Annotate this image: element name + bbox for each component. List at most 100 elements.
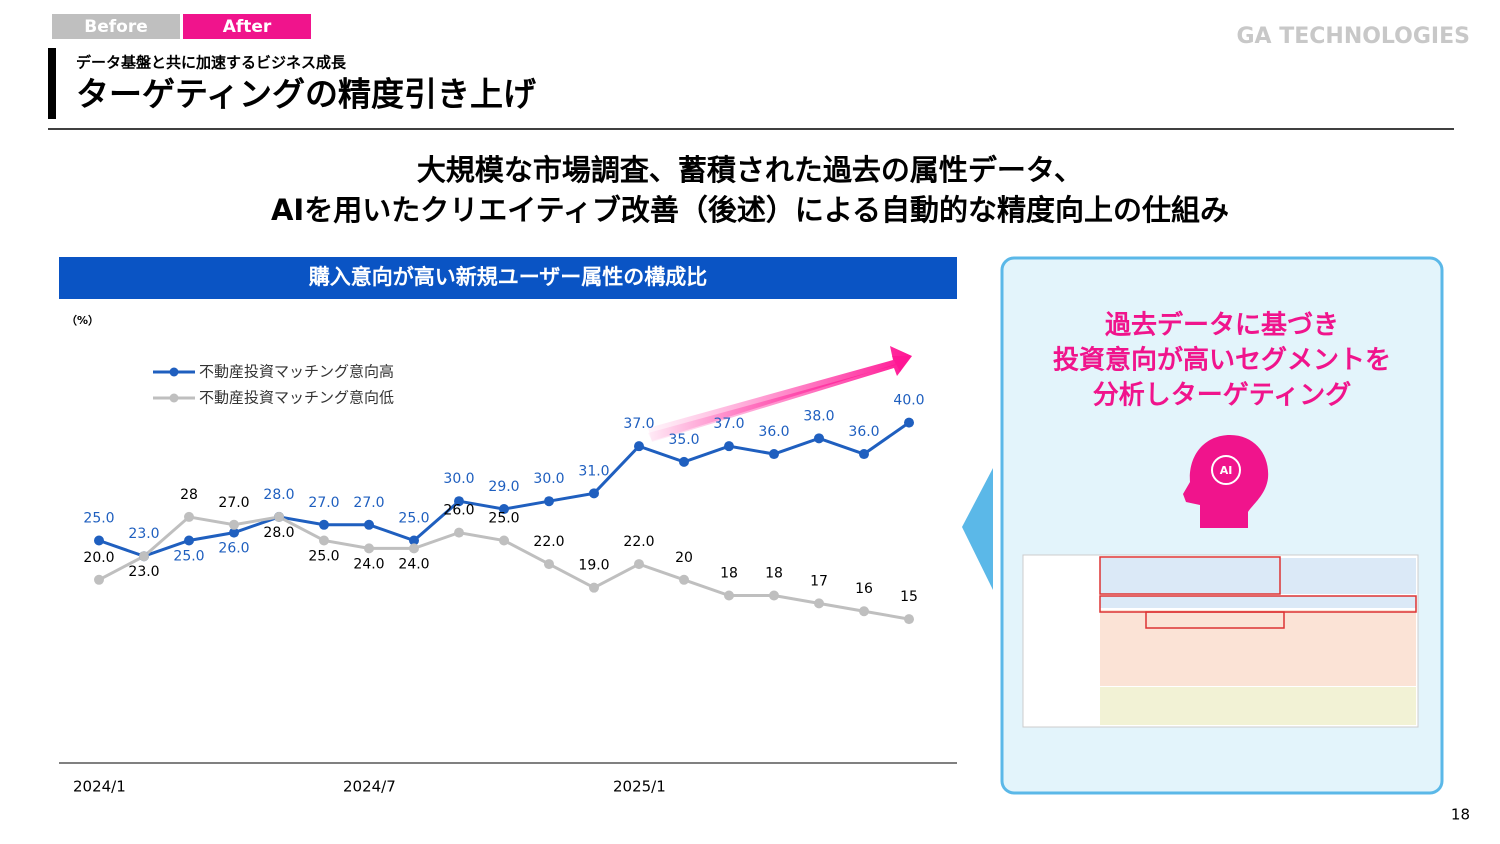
y-axis-label: （%） [66, 314, 99, 327]
page-number: 18 [1451, 806, 1470, 824]
data-label: 28 [180, 487, 198, 503]
point [679, 456, 689, 467]
point [229, 527, 239, 538]
tab-label[interactable]: After [223, 17, 272, 37]
data-label: 18 [720, 566, 738, 582]
data-label: 19.0 [578, 558, 609, 574]
point [544, 496, 554, 507]
point [364, 543, 374, 554]
data-label: 25.0 [398, 511, 429, 527]
point [409, 535, 419, 546]
thumbnail-content [1099, 556, 1417, 725]
chart-title: 購入意向が高い新規ユーザー属性の構成比 [308, 265, 708, 289]
point [544, 559, 554, 570]
series-line [98, 515, 910, 621]
data-label: 30.0 [533, 471, 564, 487]
tab-before[interactable] [52, 14, 180, 39]
data-label: 25.0 [488, 511, 519, 527]
data-label: 37.0 [623, 416, 654, 432]
point [634, 559, 644, 570]
data-label: 30.0 [443, 471, 474, 487]
point [319, 535, 329, 546]
point [94, 574, 104, 585]
data-label: 26.0 [443, 503, 474, 519]
point [859, 606, 869, 617]
point [679, 574, 689, 585]
point [139, 551, 149, 562]
point [184, 511, 194, 522]
point [904, 417, 914, 428]
data-label: 24.0 [398, 556, 429, 572]
point [499, 504, 509, 515]
data-label: 28.0 [263, 487, 294, 503]
data-label: 28.0 [263, 525, 294, 541]
panel-text: 投資意向が高いセグメントを [1053, 345, 1391, 376]
data-label: 29.0 [488, 479, 519, 495]
legend-label: 不動産投資マッチング意向高 [199, 363, 394, 381]
data-label: 20 [675, 550, 693, 566]
data-label: 23.0 [128, 564, 159, 580]
point [724, 441, 734, 452]
data-label: 27.0 [353, 495, 384, 511]
tab-after[interactable] [183, 14, 311, 39]
data-label: 24.0 [353, 556, 384, 572]
data-label: 20.0 [83, 550, 114, 566]
point [184, 535, 194, 546]
subtitle: データ基盤と共に加速するビジネス成長 [76, 54, 347, 72]
point [274, 511, 284, 522]
data-label: 37.0 [713, 416, 744, 432]
legend-marker [169, 367, 179, 377]
data-label: 36.0 [848, 424, 879, 440]
ai-head-icon [1183, 435, 1269, 528]
data-label: 25.0 [83, 511, 114, 527]
pointer [962, 468, 993, 590]
trend-arrow [648, 346, 912, 442]
data-label: 38.0 [803, 408, 834, 424]
point [589, 582, 599, 593]
panel-text: 過去データに基づき [1105, 310, 1339, 341]
point [94, 535, 104, 546]
x-tick-label: 2024/7 [343, 778, 396, 796]
data-label: 18 [765, 566, 783, 582]
legend-marker [169, 393, 179, 403]
logo: GA TECHNOLOGIES [1236, 24, 1470, 49]
data-label: 40.0 [893, 393, 924, 409]
ai-chip [1211, 455, 1241, 485]
data-label: 22.0 [623, 534, 654, 550]
data-label: 15 [900, 589, 918, 605]
tab-label[interactable]: Before [84, 17, 147, 37]
legend-label: 不動産投資マッチング意向低 [199, 389, 394, 407]
data-label: 36.0 [758, 424, 789, 440]
x-tick-label: 2025/1 [613, 778, 666, 796]
x-tick-label: 2024/1 [73, 778, 126, 796]
point [814, 433, 824, 444]
point [499, 535, 509, 546]
data-label: 31.0 [578, 463, 609, 479]
point [454, 496, 464, 507]
data-label: 27.0 [308, 495, 339, 511]
data-label: 35.0 [668, 432, 699, 448]
title: ターゲティングの精度引き上げ [76, 75, 536, 114]
data-label: 27.0 [218, 495, 249, 511]
data-label: 22.0 [533, 534, 564, 550]
point [634, 441, 644, 452]
point [454, 527, 464, 538]
point [724, 590, 734, 601]
chart-banner [59, 257, 957, 299]
panel-text: 分析しターゲティング [1093, 381, 1351, 411]
point [814, 598, 824, 609]
headline: AIを用いたクリエイティブ改善（後述）による自動的な精度向上の仕組み [271, 193, 1229, 227]
point [229, 519, 239, 530]
point [859, 449, 869, 460]
point [769, 449, 779, 460]
ai-label: AI [1220, 464, 1233, 477]
headline: 大規模な市場調査、蓄積された過去の属性データ、 [417, 153, 1083, 187]
data-label: 26.0 [218, 541, 249, 557]
point [769, 590, 779, 601]
point [319, 519, 329, 530]
point [589, 488, 599, 499]
data-label: 25.0 [173, 549, 204, 565]
point [904, 614, 914, 625]
data-label: 25.0 [308, 549, 339, 565]
